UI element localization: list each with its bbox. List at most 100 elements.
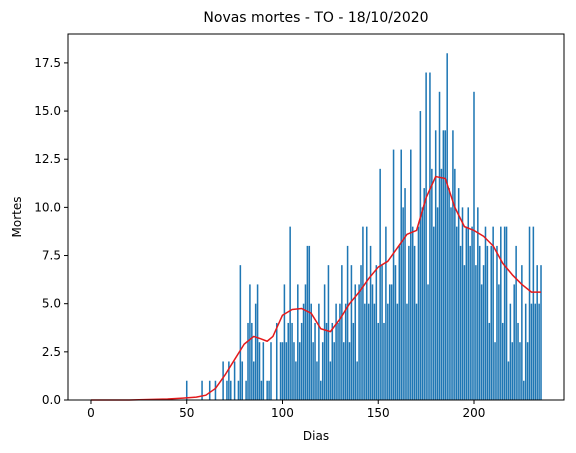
bar bbox=[327, 265, 330, 400]
bar bbox=[509, 303, 512, 400]
bar bbox=[333, 342, 335, 400]
bar bbox=[279, 342, 282, 400]
bar bbox=[501, 322, 504, 400]
bar bbox=[388, 284, 391, 400]
bar bbox=[337, 322, 339, 400]
y-tick-label: 17.5 bbox=[34, 56, 61, 70]
bar bbox=[245, 380, 247, 400]
bar bbox=[321, 342, 324, 400]
bar bbox=[310, 303, 312, 400]
bar bbox=[367, 303, 370, 400]
bar bbox=[270, 342, 272, 400]
y-tick-label: 7.5 bbox=[42, 249, 61, 263]
bar bbox=[524, 303, 527, 400]
bar bbox=[488, 322, 491, 400]
bar bbox=[289, 226, 291, 400]
bar bbox=[469, 245, 471, 400]
bar bbox=[450, 207, 452, 400]
bar bbox=[534, 303, 537, 400]
bar bbox=[461, 207, 464, 400]
bar bbox=[358, 284, 360, 400]
bar bbox=[442, 130, 445, 400]
bar bbox=[528, 226, 531, 400]
bar bbox=[440, 168, 443, 400]
bar bbox=[515, 245, 517, 400]
bar bbox=[436, 207, 439, 400]
bar bbox=[239, 265, 242, 400]
bar bbox=[260, 380, 263, 400]
y-tick-label: 5.0 bbox=[42, 297, 61, 311]
bar bbox=[316, 361, 318, 400]
bar bbox=[251, 322, 253, 400]
bar bbox=[455, 226, 458, 400]
y-tick-label: 15.0 bbox=[34, 104, 61, 118]
bar bbox=[335, 303, 337, 400]
bar bbox=[496, 245, 498, 400]
bar bbox=[521, 265, 523, 400]
bar bbox=[226, 380, 228, 400]
bar bbox=[201, 380, 203, 400]
bar bbox=[362, 226, 364, 400]
bar bbox=[233, 361, 236, 400]
bar bbox=[356, 361, 358, 400]
y-axis-label: Mortes bbox=[10, 197, 24, 238]
bar bbox=[306, 245, 309, 400]
bar bbox=[429, 72, 431, 400]
bar bbox=[308, 245, 311, 400]
bar bbox=[302, 303, 305, 400]
bar bbox=[185, 380, 188, 400]
bar bbox=[427, 284, 429, 400]
bar bbox=[434, 130, 437, 400]
bar bbox=[410, 149, 412, 400]
bar bbox=[408, 245, 410, 400]
bar bbox=[473, 91, 475, 400]
x-tick-label: 0 bbox=[87, 406, 95, 420]
bar bbox=[369, 245, 372, 400]
bar bbox=[379, 168, 381, 400]
bar bbox=[247, 322, 249, 400]
bar bbox=[411, 226, 414, 400]
bar bbox=[383, 322, 385, 400]
bar bbox=[275, 322, 278, 400]
bar bbox=[208, 380, 211, 400]
bar bbox=[390, 284, 393, 400]
bar bbox=[331, 322, 334, 400]
bar bbox=[291, 322, 293, 400]
bar bbox=[465, 226, 468, 400]
bar bbox=[433, 226, 435, 400]
bar bbox=[457, 188, 460, 400]
bar bbox=[300, 322, 303, 400]
bar bbox=[287, 322, 289, 400]
bar bbox=[413, 245, 416, 400]
bar bbox=[423, 188, 425, 400]
y-tick-label: 0.0 bbox=[42, 393, 61, 407]
bar bbox=[314, 322, 316, 400]
bar bbox=[463, 265, 466, 400]
bar bbox=[498, 284, 500, 400]
bar bbox=[494, 342, 496, 400]
bar bbox=[526, 342, 529, 400]
bar bbox=[419, 111, 422, 401]
x-axis-ticks: 0 50 100 150 200 bbox=[87, 400, 485, 420]
bar bbox=[500, 226, 502, 400]
bar bbox=[452, 130, 454, 400]
bar bbox=[341, 265, 343, 400]
bar bbox=[425, 72, 427, 400]
bar bbox=[398, 245, 401, 400]
bar bbox=[400, 149, 402, 400]
bar bbox=[254, 303, 257, 400]
bar bbox=[478, 245, 481, 400]
bar bbox=[222, 361, 224, 400]
bar bbox=[505, 226, 508, 400]
bar bbox=[339, 303, 341, 400]
bar-series bbox=[185, 53, 542, 401]
bar bbox=[471, 226, 473, 400]
bar bbox=[297, 284, 299, 400]
bar bbox=[354, 284, 357, 400]
bar bbox=[492, 226, 494, 400]
bar bbox=[467, 207, 470, 400]
bar bbox=[241, 361, 244, 400]
bar bbox=[404, 188, 406, 400]
bar bbox=[394, 265, 397, 400]
bar bbox=[446, 53, 448, 400]
